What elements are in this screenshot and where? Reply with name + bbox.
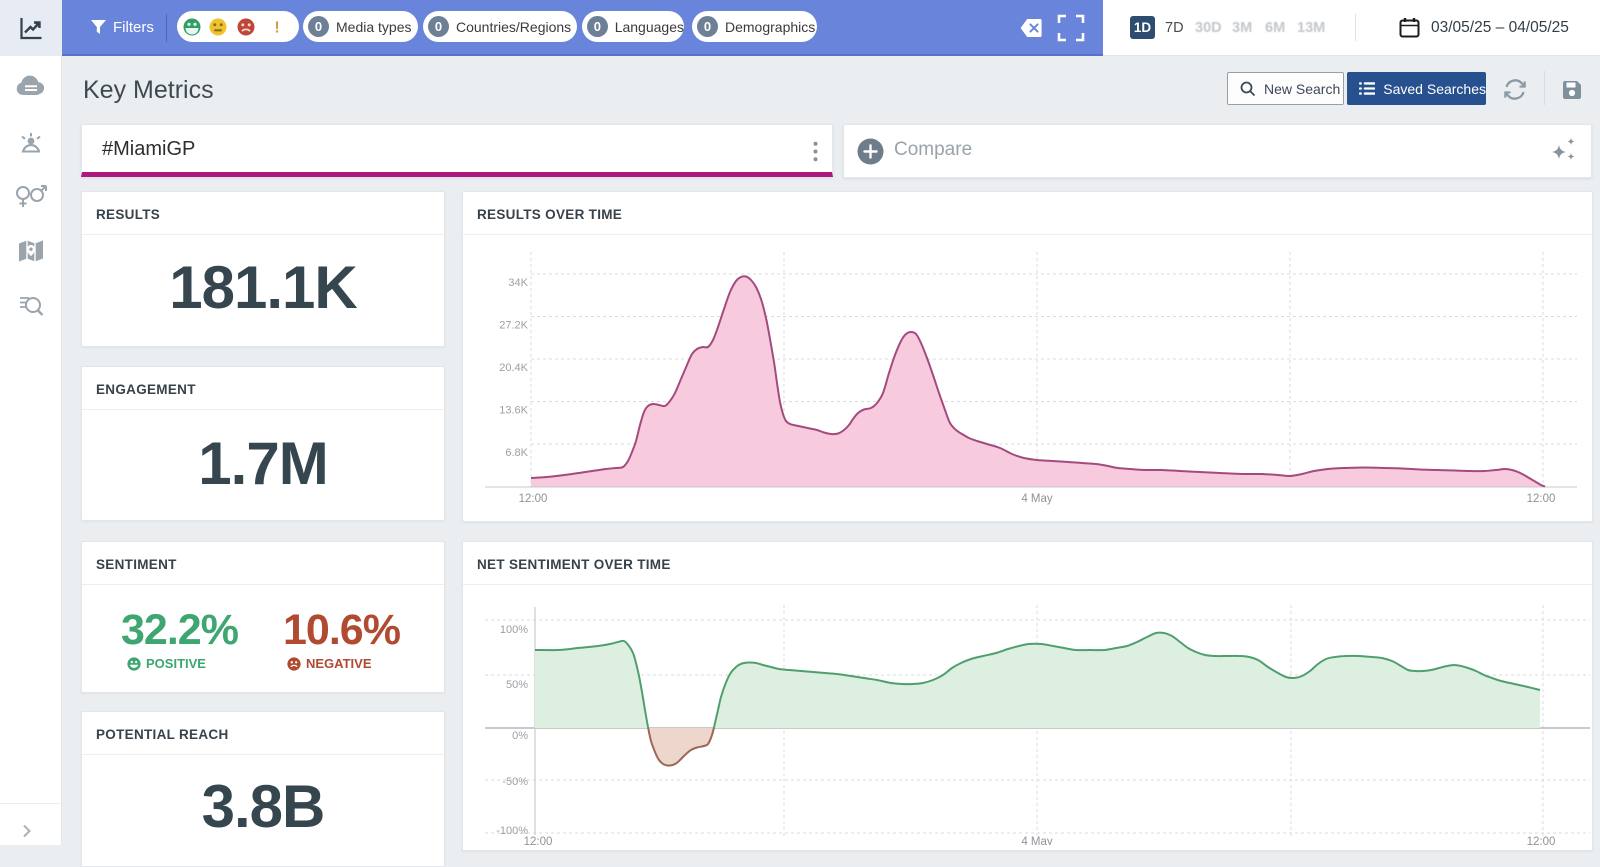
svg-text:12:00: 12:00 [1527, 493, 1556, 505]
svg-text:50%: 50% [506, 679, 528, 691]
svg-text:0%: 0% [512, 730, 528, 742]
svg-text:20.4K: 20.4K [499, 362, 528, 374]
svg-text:27.2K: 27.2K [499, 320, 528, 332]
svg-text:-50%: -50% [502, 776, 528, 788]
svg-text:12:00: 12:00 [519, 493, 548, 505]
svg-text:6.8K: 6.8K [505, 447, 528, 459]
svg-text:4 May: 4 May [1021, 493, 1053, 505]
svg-text:!: ! [274, 20, 279, 37]
svg-text:34K: 34K [508, 277, 528, 289]
svg-text:12:00: 12:00 [1527, 836, 1556, 845]
svg-text:100%: 100% [500, 624, 528, 636]
svg-text:13.6K: 13.6K [499, 405, 528, 417]
svg-text:-100%: -100% [496, 825, 528, 837]
svg-text:4 May: 4 May [1021, 836, 1053, 845]
svg-text:12:00: 12:00 [524, 836, 553, 845]
